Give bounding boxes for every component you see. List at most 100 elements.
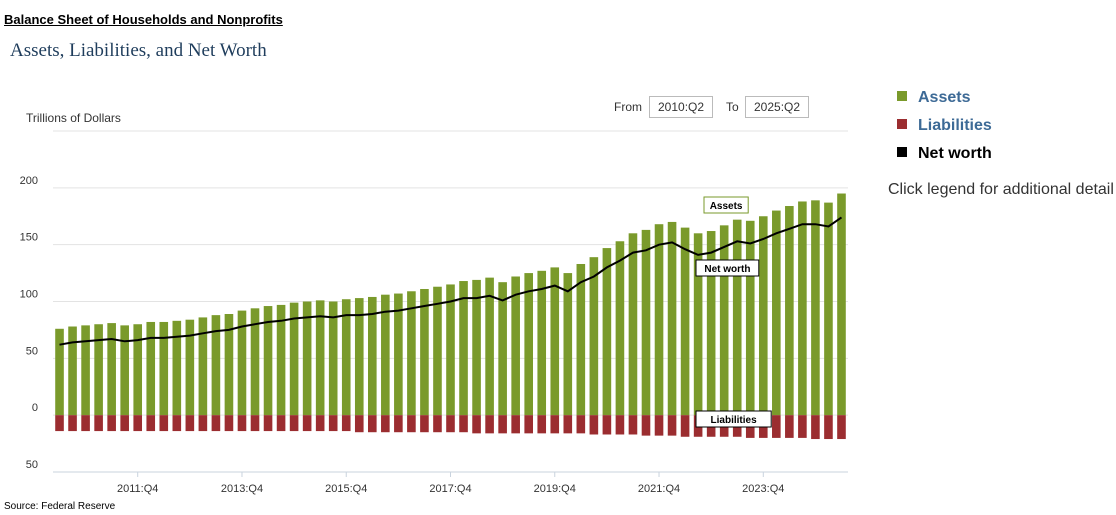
annotation: Net worth <box>695 259 760 277</box>
bar <box>224 314 234 416</box>
bar <box>511 276 520 416</box>
legend-label: Assets <box>918 89 971 106</box>
bar <box>315 300 325 416</box>
bar <box>354 298 364 416</box>
annotation-box <box>703 196 749 214</box>
bar <box>133 324 143 416</box>
bar <box>615 241 625 416</box>
y-axis-label: Trillions of Dollars <box>26 111 121 125</box>
bar <box>785 415 794 438</box>
bar <box>719 225 729 416</box>
bar <box>315 415 325 432</box>
bar <box>472 279 481 416</box>
bar <box>824 415 833 440</box>
bar <box>680 415 690 437</box>
bar <box>667 221 677 416</box>
x-tick-label: 2021:Q4 <box>638 483 680 495</box>
bar <box>394 293 403 416</box>
bar <box>798 201 807 416</box>
bar <box>276 304 286 416</box>
bar <box>785 206 794 416</box>
bar <box>185 415 195 432</box>
bar <box>107 415 116 432</box>
bar <box>563 415 573 434</box>
bar <box>837 193 846 416</box>
bar <box>381 294 390 416</box>
bar <box>550 267 560 416</box>
bar <box>706 231 716 416</box>
bar <box>55 328 64 416</box>
bar <box>524 415 533 434</box>
bar <box>120 415 129 432</box>
legend-item[interactable]: Liabilities <box>897 117 992 134</box>
bar <box>198 317 208 416</box>
bar <box>680 227 690 416</box>
bar <box>107 323 116 416</box>
legend-item[interactable]: Assets <box>897 89 971 106</box>
bar <box>263 306 273 416</box>
bar <box>706 415 716 437</box>
bar <box>263 415 273 432</box>
bar <box>302 415 312 432</box>
bar <box>211 315 221 416</box>
legend-item[interactable]: Net worth <box>897 145 992 162</box>
bar <box>81 325 90 416</box>
bar <box>185 319 195 416</box>
to-input[interactable]: 2025:Q2 <box>745 96 810 118</box>
x-tick-label: 2019:Q4 <box>534 483 576 495</box>
bar <box>237 310 247 416</box>
bar <box>745 220 755 416</box>
bar <box>732 415 742 437</box>
bar <box>498 415 507 434</box>
y-tick-label: 50 <box>26 459 38 471</box>
bar <box>459 415 468 433</box>
x-tick-label: 2013:Q4 <box>221 483 263 495</box>
bar <box>407 415 416 433</box>
bar <box>407 291 416 416</box>
bar <box>824 202 833 416</box>
bar <box>302 301 312 416</box>
legend-label: Net worth <box>918 145 992 162</box>
bar <box>719 415 729 437</box>
annotation-box <box>695 259 760 277</box>
bar <box>172 320 182 416</box>
annotation-text: Net worth <box>704 264 750 275</box>
bar <box>667 415 677 436</box>
bar <box>368 415 377 433</box>
annotation-text: Liabilities <box>711 415 758 426</box>
bar <box>576 415 586 434</box>
from-input[interactable]: 2010:Q2 <box>649 96 714 118</box>
line <box>59 216 843 346</box>
legend-swatch <box>897 91 907 101</box>
bar <box>511 415 520 434</box>
bar <box>811 200 820 416</box>
bar <box>146 415 156 432</box>
x-tick-label: 2023:Q4 <box>742 483 784 495</box>
bar <box>459 281 468 416</box>
bar <box>798 415 807 438</box>
bar <box>589 415 599 435</box>
legend-label: Liabilities <box>918 117 992 134</box>
bar <box>289 415 299 432</box>
bar <box>211 415 221 432</box>
bar <box>498 282 507 416</box>
bar <box>420 415 429 433</box>
bar <box>772 415 781 438</box>
bar <box>289 302 299 416</box>
bar <box>341 299 351 416</box>
bar <box>55 415 64 432</box>
bar <box>133 415 143 432</box>
bar <box>250 415 260 432</box>
annotation-text: Assets <box>710 201 743 212</box>
bar <box>146 321 156 416</box>
y-tick-label: 200 <box>20 175 38 187</box>
bar <box>628 233 638 416</box>
bar <box>159 415 169 432</box>
bar <box>811 415 820 440</box>
bar <box>641 415 651 436</box>
bar <box>68 326 77 416</box>
bar <box>758 415 768 438</box>
source: Source: Federal Reserve <box>4 501 116 512</box>
